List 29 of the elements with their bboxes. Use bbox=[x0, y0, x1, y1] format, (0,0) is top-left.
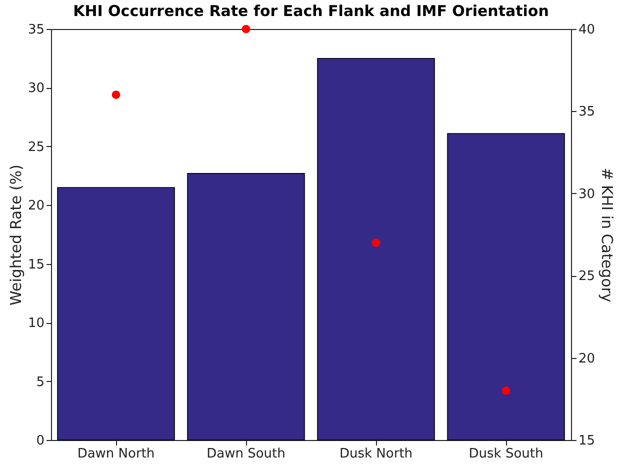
bar bbox=[447, 133, 565, 440]
point bbox=[502, 386, 510, 395]
y-tick-label: 35 bbox=[28, 22, 44, 38]
y2-tick-label: 25 bbox=[578, 269, 596, 284]
y-tick-label: 25 bbox=[28, 140, 44, 155]
y-tick-label: 15 bbox=[28, 257, 44, 272]
x-tick-label: Dusk South bbox=[468, 446, 544, 462]
bar bbox=[317, 58, 435, 440]
y-tick-label: 5 bbox=[36, 374, 44, 390]
bar bbox=[187, 173, 305, 440]
y2-tick-label: 20 bbox=[578, 351, 596, 366]
x-tick-label: Dusk North bbox=[339, 446, 413, 462]
point bbox=[242, 24, 250, 34]
y-tick-label: 10 bbox=[28, 316, 44, 332]
y2-tick-label: 35 bbox=[578, 104, 596, 120]
y-tick-label: 0 bbox=[36, 434, 44, 448]
y2-tick-label: 40 bbox=[578, 22, 596, 38]
y-axis-title: Weighted Rate (%) bbox=[6, 164, 25, 306]
chart-title: KHI Occurrence Rate for Each Flank and IMF Orientation bbox=[73, 2, 549, 20]
y-tick-label: 20 bbox=[28, 198, 44, 214]
y2-axis-title: # KHI in Category bbox=[598, 168, 616, 302]
point bbox=[112, 90, 120, 99]
point bbox=[372, 238, 380, 247]
x-tick-label: Dawn North bbox=[77, 446, 155, 462]
y-tick-label: 30 bbox=[28, 81, 44, 96]
bar bbox=[57, 187, 175, 440]
y2-tick-label: 30 bbox=[578, 186, 596, 202]
y2-tick-label: 15 bbox=[578, 434, 596, 448]
x-tick-label: Dawn South bbox=[206, 446, 286, 462]
